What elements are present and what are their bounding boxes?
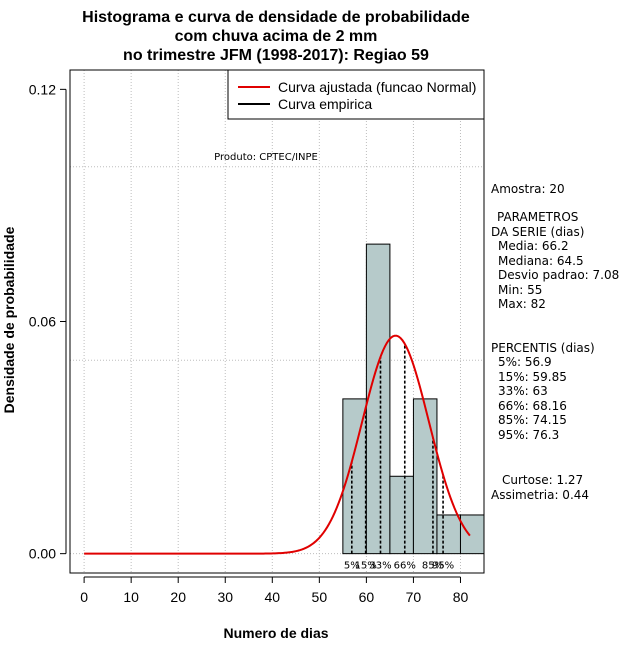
percentil-85: 85%: 74.15	[498, 413, 567, 427]
normal-curve	[84, 334, 471, 555]
param-media: Media: 66.2	[498, 239, 569, 253]
legend-label-empirical: Curva empirica	[278, 96, 372, 112]
percentile-label: 5%	[344, 561, 360, 572]
x-tick-label: 20	[170, 589, 186, 605]
histogram-bar	[365, 243, 391, 555]
legend-box	[227, 69, 485, 120]
y-tick-label: 0.12	[29, 81, 56, 97]
product-annotation: Produto: CPTEC/INPE	[214, 152, 318, 163]
x-tick-label: 70	[406, 589, 422, 605]
params-subtitle: DA SERIE (dias)	[491, 225, 584, 239]
percentile-label: 15%	[355, 561, 377, 572]
histogram-bar	[389, 475, 414, 555]
sample-size: Amostra: 20	[491, 182, 565, 196]
x-tick-label: 0	[80, 589, 88, 605]
param-max: Max: 82	[498, 297, 546, 311]
percentil-95: 95%: 76.3	[498, 428, 559, 442]
skewness: Assimetria: 0.44	[491, 488, 589, 502]
percentil-33: 33%: 63	[498, 384, 548, 398]
x-tick-label: 50	[312, 589, 328, 605]
x-tick-label: 10	[123, 589, 139, 605]
x-axis-title: Numero de dias	[223, 625, 328, 641]
percentil-15: 15%: 59.85	[498, 370, 567, 384]
x-tick-label: 40	[265, 589, 281, 605]
percentile-lines: 5%15%33% 66% 85%95%	[344, 343, 454, 572]
histogram-bars	[342, 243, 485, 555]
x-tick-label: 30	[217, 589, 233, 605]
y-tick-label: 0.06	[29, 314, 56, 330]
normal-curve-line	[84, 334, 471, 555]
legend-label-normal: Curva ajustada (funcao Normal)	[278, 79, 476, 95]
percentil-5: 5%: 56.9	[498, 355, 552, 369]
params-title: PARAMETROS	[497, 210, 578, 224]
param-min: Min: 55	[498, 283, 542, 297]
percentil-66: 66%: 68.16	[498, 399, 567, 413]
axes: 0 10 20 30 40 50 60 70 80 0.00 0.06 0.12	[29, 81, 469, 605]
histogram-bar	[459, 514, 485, 555]
percentile-label: 66%	[394, 561, 416, 572]
chart-title-line-2: com chuva acima de 2 mm	[175, 28, 378, 45]
percentile-label: 95%	[432, 561, 454, 572]
chart-title-line-3: no trimestre JFM (1998-2017): Regiao 59	[123, 47, 429, 64]
x-tick-label: 60	[359, 589, 375, 605]
legend: Curva ajustada (funcao Normal) Curva emp…	[227, 69, 485, 120]
percentis-title: PERCENTIS (dias)	[491, 341, 595, 355]
side-panel: Amostra: 20 PARAMETROS DA SERIE (dias) M…	[491, 182, 619, 502]
histogram-bar	[412, 398, 438, 555]
param-mediana: Mediana: 64.5	[498, 254, 584, 268]
y-tick-label: 0.00	[29, 546, 56, 562]
kurtosis: Curtose: 1.27	[502, 473, 583, 487]
param-desvio: Desvio padrao: 7.08	[498, 268, 619, 282]
x-tick-label: 80	[453, 589, 469, 605]
y-axis-title: Densidade de probabilidade	[1, 226, 17, 413]
histogram-bar	[436, 514, 461, 555]
percentile-label: 33%	[369, 561, 391, 572]
chart-title-line-1: Histograma e curva de densidade de proba…	[82, 9, 470, 26]
percentile-label: 85%	[422, 561, 444, 572]
